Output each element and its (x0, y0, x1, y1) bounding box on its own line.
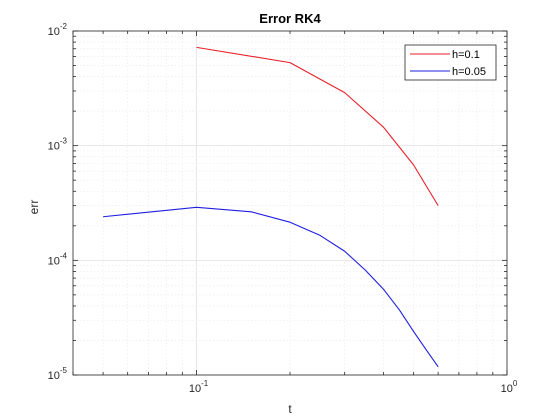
y-tick-label: 10-3 (48, 137, 68, 153)
y-tick-label-exponent: -2 (60, 22, 68, 31)
y-tick-label: 10-4 (48, 251, 68, 267)
series-layer (103, 46, 439, 368)
legend: h=0.1 h=0.05 (404, 44, 497, 81)
y-tick-label-exponent: -5 (60, 366, 68, 375)
y-tick-label-base: 10 (48, 370, 60, 382)
y-tick-label-exponent: -3 (60, 137, 68, 146)
series-line-0 (196, 46, 439, 206)
y-tick-label: 10-2 (48, 22, 68, 38)
y-axis-label: err (27, 200, 41, 215)
legend-box (404, 44, 497, 81)
legend-entry-h01: h=0.1 (452, 49, 480, 61)
legend-entry-h005: h=0.05 (452, 66, 486, 78)
series-line-1 (103, 206, 439, 368)
y-tick-label: 10-5 (48, 366, 68, 382)
y-tick-label-base: 10 (48, 255, 60, 267)
y-tick-label-exponent: -4 (60, 251, 68, 260)
x-tick-label-exponent: -1 (201, 379, 209, 388)
y-tick-label-base: 10 (48, 26, 60, 38)
x-tick-label-base: 10 (501, 383, 513, 395)
x-axis-label: t (288, 402, 292, 416)
x-tick-label-exponent: 0 (513, 379, 518, 388)
ticks (72, 30, 508, 376)
x-tick-label: 100 (501, 379, 518, 395)
x-tick-label: 10-1 (189, 379, 209, 395)
y-tick-label-base: 10 (48, 141, 60, 153)
x-tick-label-base: 10 (189, 383, 201, 395)
chart-title: Error RK4 (259, 11, 321, 26)
